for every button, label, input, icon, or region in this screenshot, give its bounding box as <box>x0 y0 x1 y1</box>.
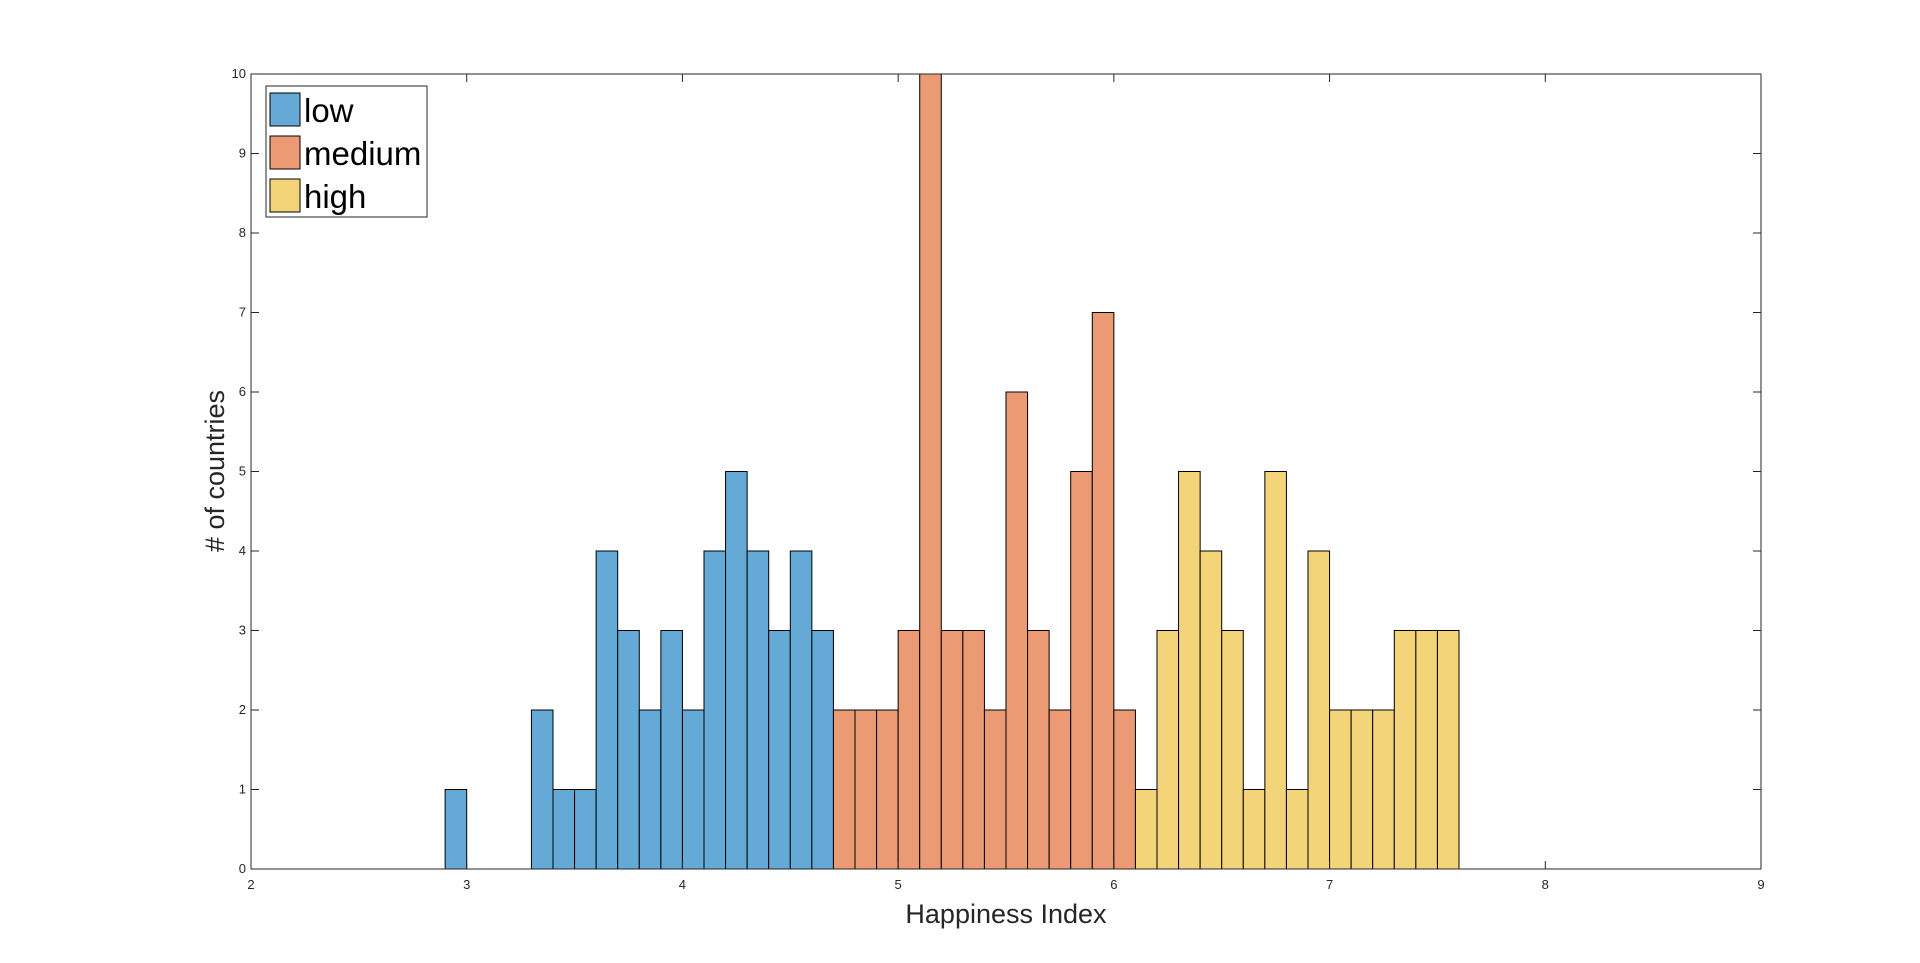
bar-high-6 <box>1264 471 1287 870</box>
legend: low medium high <box>265 85 428 218</box>
bar-low-8 <box>681 709 705 870</box>
bar-low-6 <box>638 709 662 870</box>
bar-medium-11 <box>1070 471 1093 870</box>
bar-high-1 <box>1156 630 1180 870</box>
legend-swatch-medium <box>269 135 301 170</box>
bar-low-10 <box>725 471 748 870</box>
bar-medium-9 <box>1027 630 1050 870</box>
bar-high-14 <box>1436 630 1460 870</box>
bar-medium-4 <box>919 73 942 870</box>
bar-low-4 <box>595 550 619 870</box>
bar-low-3 <box>574 789 597 870</box>
bar-high-3 <box>1199 550 1223 870</box>
bar-high-13 <box>1415 630 1438 870</box>
y-tick-label-6: 6 <box>239 384 246 399</box>
y-tick-label-10: 10 <box>232 66 246 81</box>
ticks-group <box>250 73 1762 870</box>
bar-low-0 <box>444 789 468 870</box>
tick-labels-group: 2 3 4 5 6 7 8 9 0 1 2 3 4 5 6 7 8 9 10 <box>232 66 1765 892</box>
bar-low-5 <box>617 630 640 870</box>
bar-low-1 <box>530 709 554 870</box>
bar-low-12 <box>768 630 791 870</box>
bar-high-5 <box>1242 789 1266 870</box>
legend-label-medium: medium <box>304 135 421 172</box>
legend-swatch-low <box>269 92 301 127</box>
bar-high-10 <box>1350 709 1374 870</box>
bar-high-11 <box>1372 709 1395 870</box>
bar-high-2 <box>1178 471 1201 870</box>
bar-medium-7 <box>983 709 1007 870</box>
bar-medium-6 <box>962 630 985 870</box>
y-tick-label-0: 0 <box>239 861 246 876</box>
y-tick-label-7: 7 <box>239 305 246 320</box>
y-tick-label-1: 1 <box>239 782 246 797</box>
bar-high-9 <box>1329 709 1352 870</box>
bar-low-13 <box>789 550 813 870</box>
bar-medium-3 <box>897 630 921 870</box>
y-tick-label-5: 5 <box>239 464 246 479</box>
x-tick-label-2: 4 <box>679 877 686 892</box>
bar-low-7 <box>660 630 683 870</box>
x-tick-label-3: 5 <box>895 877 902 892</box>
bar-medium-12 <box>1091 312 1115 870</box>
bar-medium-13 <box>1113 709 1136 870</box>
y-tick-label-9: 9 <box>239 146 246 161</box>
bar-high-0 <box>1134 789 1158 870</box>
legend-swatch-high <box>269 178 301 213</box>
bar-medium-5 <box>940 630 964 870</box>
legend-label-low: low <box>304 92 354 129</box>
bar-medium-8 <box>1005 391 1029 870</box>
x-tick-label-5: 7 <box>1326 877 1333 892</box>
y-tick-label-2: 2 <box>239 702 246 717</box>
x-tick-label-0: 2 <box>247 877 254 892</box>
bar-high-8 <box>1307 550 1331 870</box>
bar-low-9 <box>703 550 727 870</box>
x-tick-label-4: 6 <box>1110 877 1117 892</box>
bar-medium-0 <box>832 709 856 870</box>
bar-low-14 <box>811 630 834 870</box>
bars-group <box>444 73 1460 870</box>
y-tick-label-8: 8 <box>239 225 246 240</box>
bar-medium-10 <box>1048 709 1072 870</box>
x-tick-label-1: 3 <box>463 877 470 892</box>
x-tick-label-7: 9 <box>1757 877 1764 892</box>
x-axis-label: Happiness Index <box>905 899 1107 929</box>
bar-high-12 <box>1393 630 1417 870</box>
x-tick-label-6: 8 <box>1542 877 1549 892</box>
bar-low-2 <box>552 789 576 870</box>
bar-high-7 <box>1285 789 1309 870</box>
y-axis-label: # of countries <box>200 390 230 552</box>
legend-label-high: high <box>304 178 366 215</box>
bar-medium-1 <box>854 709 878 870</box>
y-tick-label-3: 3 <box>239 623 246 638</box>
bar-low-11 <box>746 550 770 870</box>
bar-high-4 <box>1221 630 1244 870</box>
bar-medium-2 <box>876 709 899 870</box>
y-tick-label-4: 4 <box>239 543 246 558</box>
